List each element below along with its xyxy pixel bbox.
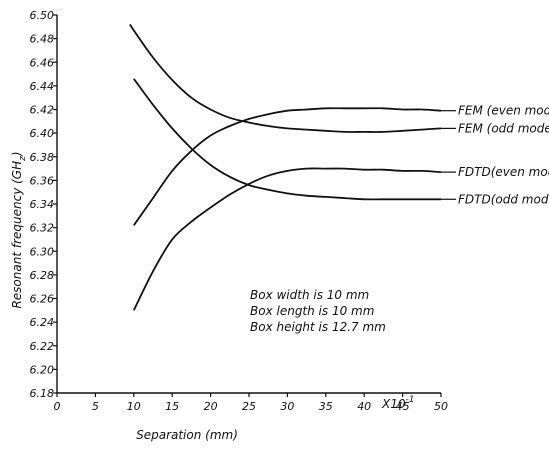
x-tick-label: 5 xyxy=(92,400,99,413)
series-curves xyxy=(129,23,442,311)
series-curve-0 xyxy=(133,107,442,226)
series-label-1: FEM (odd mode) xyxy=(458,121,549,135)
series-label-2: FDTD(even mode) xyxy=(458,165,549,179)
y-tick-label: 6.40 xyxy=(30,127,55,140)
y-tick-label: 6.22 xyxy=(30,340,55,353)
x-axis-multiplier: X10-1 xyxy=(381,395,414,411)
x-tick-label: 0 xyxy=(54,400,61,413)
y-tick-label: 6.26 xyxy=(30,293,55,306)
series-label-0: FEM (even mode) xyxy=(458,104,549,118)
y-tick-label: 6.24 xyxy=(30,316,55,329)
y-tick-label: 6.34 xyxy=(30,198,55,211)
note-box-height: Box height is 12.7 mm xyxy=(250,320,386,334)
note-box-length: Box length is 10 mm xyxy=(250,304,374,318)
y-tick-label: 6.28 xyxy=(30,269,55,282)
y-tick-label: 6.48 xyxy=(30,33,55,46)
x-tick-label: 50 xyxy=(434,400,448,413)
y-tick-label: 6.18 xyxy=(30,387,55,400)
series-curve-2 xyxy=(132,167,442,311)
y-tick-label: 6.44 xyxy=(30,80,55,93)
y-tick-label: 6.32 xyxy=(30,222,55,235)
y-tick-label: 6.46 xyxy=(30,56,55,69)
y-tick-label: 6.38 xyxy=(30,151,55,164)
series-curve-1 xyxy=(129,23,442,133)
x-tick-label: 40 xyxy=(357,400,371,413)
series-curve-3 xyxy=(133,78,441,201)
y-axis-title: Resonant frequency (GHz) xyxy=(10,151,28,308)
series-labels: FEM (even mode) FEM (odd mode) FDTD(even m… xyxy=(441,104,549,206)
x-tick-label: 45 xyxy=(396,400,410,413)
x-tick-label: 35 xyxy=(319,400,333,413)
x-tick-label: 15 xyxy=(165,400,179,413)
axes xyxy=(56,15,441,394)
x-tick-label: 25 xyxy=(242,400,256,413)
x-ticks: 0 5 10 15 20 25 30 35 40 45 50 xyxy=(54,393,448,413)
note-box-width: Box width is 10 mm xyxy=(250,288,369,302)
x-tick-label: 20 xyxy=(204,400,218,413)
x-tick-label: 30 xyxy=(280,400,294,413)
y-tick-label: 6.30 xyxy=(30,245,55,258)
y-tick-label: 6.20 xyxy=(30,363,55,376)
box-dimension-notes: Box width is 10 mm Box length is 10 mm B… xyxy=(250,288,386,334)
y-tick-label: 6.50 xyxy=(30,9,55,22)
y-ticks: 6.18 6.20 6.22 6.24 6.26 6.28 6.30 6.32 6.34 6.36… xyxy=(30,9,57,400)
y-tick-label: 6.36 xyxy=(30,174,55,187)
x-tick-label: 10 xyxy=(127,400,141,413)
y-tick-label: 6.42 xyxy=(30,104,55,117)
series-label-3: FDTD(odd mode) xyxy=(458,192,549,206)
x-axis-title: Separation (mm) xyxy=(136,428,238,442)
